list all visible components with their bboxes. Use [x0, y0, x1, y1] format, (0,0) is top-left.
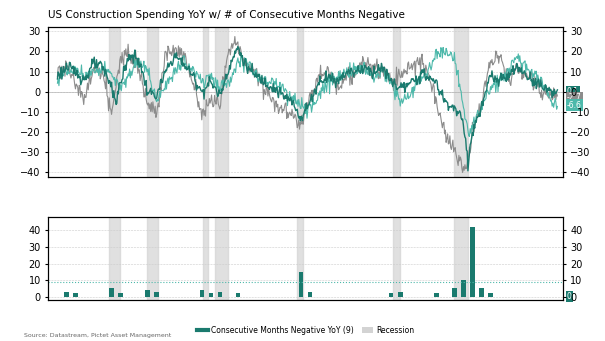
Bar	[479, 288, 484, 297]
Bar	[434, 294, 439, 297]
Text: 0.1: 0.1	[567, 87, 579, 96]
Bar	[119, 294, 123, 297]
Text: US Construction Spending YoY w/ # of Consecutive Months Negative: US Construction Spending YoY w/ # of Con…	[48, 10, 405, 20]
Bar	[110, 27, 120, 177]
Bar	[398, 292, 402, 297]
Legend: Consecutive Months Negative YoY (9), Recession: Consecutive Months Negative YoY (9), Rec…	[194, 323, 417, 338]
Bar	[454, 27, 468, 177]
Bar	[145, 290, 150, 297]
Bar	[209, 294, 213, 297]
Bar	[110, 217, 120, 300]
Bar	[154, 292, 159, 297]
Bar	[461, 280, 466, 297]
Bar	[64, 292, 69, 297]
Text: -2.7: -2.7	[567, 93, 581, 102]
Bar	[147, 27, 158, 177]
Bar	[296, 217, 302, 300]
Bar	[299, 272, 303, 297]
Bar	[215, 217, 228, 300]
Bar	[110, 288, 114, 297]
Bar	[73, 294, 77, 297]
Bar	[389, 294, 393, 297]
Bar	[215, 27, 228, 177]
Bar	[454, 217, 468, 300]
Bar	[308, 292, 312, 297]
Bar	[488, 294, 492, 297]
Bar	[218, 292, 222, 297]
Bar	[200, 290, 204, 297]
Bar	[203, 217, 208, 300]
Bar	[470, 227, 475, 297]
Text: 0: 0	[567, 292, 572, 301]
Text: Source: Datastream, Pictet Asset Management: Source: Datastream, Pictet Asset Managem…	[24, 332, 171, 338]
Text: -6.6: -6.6	[567, 101, 581, 110]
Bar	[147, 217, 158, 300]
Bar	[235, 294, 240, 297]
Bar	[393, 217, 399, 300]
Legend: US Construction Spending YoY, Residential, Non-Res., Recession: US Construction Spending YoY, Residentia…	[147, 214, 464, 229]
Bar	[296, 27, 302, 177]
Bar	[203, 27, 208, 177]
Bar	[393, 27, 399, 177]
Bar	[452, 288, 457, 297]
